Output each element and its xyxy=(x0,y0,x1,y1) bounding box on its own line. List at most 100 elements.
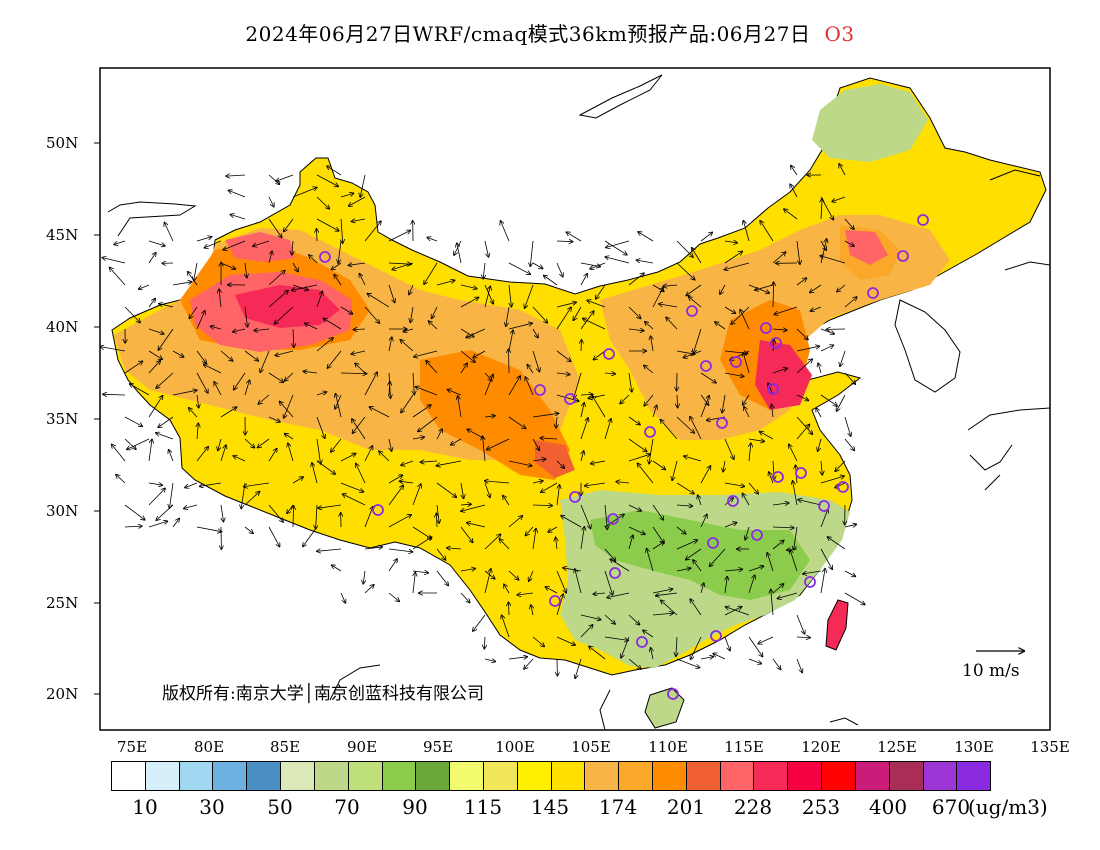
wind-vector xyxy=(644,394,654,406)
wind-vector xyxy=(532,636,544,647)
wind-vector xyxy=(340,306,353,314)
copyright-text: 版权所有:南京大学│南京创蓝科技有限公司 xyxy=(162,684,484,704)
legend-swatch-19 xyxy=(754,762,789,790)
legend-label-50: 50 xyxy=(267,795,293,819)
wind-vector xyxy=(548,526,558,532)
wind-vector xyxy=(484,570,495,579)
wind-vector xyxy=(254,329,270,331)
station-marker xyxy=(564,393,576,405)
wind-vector xyxy=(156,372,174,388)
wind-vector xyxy=(116,475,126,484)
taiwan-island xyxy=(825,599,849,651)
wind-vector xyxy=(509,349,510,374)
wind-vector xyxy=(484,372,492,381)
wind-vector xyxy=(196,237,212,242)
wind-vector xyxy=(367,294,390,308)
wind-vector xyxy=(460,328,474,337)
wind-vector xyxy=(525,377,534,396)
wind-vector xyxy=(501,221,510,242)
lat-label-45n: 45N xyxy=(46,226,79,244)
wind-vector xyxy=(412,571,428,573)
legend-swatch-24 xyxy=(923,762,958,790)
wind-vector xyxy=(803,570,822,574)
wind-vector xyxy=(628,273,644,286)
wind-vector xyxy=(233,456,246,462)
concentration-field xyxy=(107,74,1050,730)
wind-vector xyxy=(748,658,761,664)
wind-vector xyxy=(473,614,486,631)
wind-vector xyxy=(827,537,846,550)
wind-vector xyxy=(676,540,697,550)
wind-vector xyxy=(744,407,750,418)
wind-vector xyxy=(672,460,678,480)
station-marker xyxy=(607,513,619,525)
wind-vector xyxy=(818,438,822,451)
wind-vector xyxy=(100,347,126,352)
wind-vector xyxy=(700,514,707,528)
wind-vector xyxy=(652,405,657,418)
wind-vector xyxy=(359,274,366,286)
wind-vector xyxy=(793,481,798,506)
wind-vector xyxy=(221,504,224,522)
wind-vector xyxy=(676,636,677,656)
wind-vector xyxy=(700,396,709,418)
wind-vector xyxy=(715,322,726,330)
wind-vector xyxy=(508,516,522,528)
wind-vector xyxy=(351,350,366,354)
wind-vector xyxy=(127,438,150,449)
wind-vector xyxy=(340,454,356,462)
wind-vector xyxy=(340,592,345,603)
wind-vector xyxy=(700,232,712,242)
legend-swatch-8 xyxy=(382,762,417,790)
station-marker xyxy=(751,529,763,541)
wind-vector xyxy=(556,350,571,361)
wind-vector xyxy=(403,329,414,332)
wind-vector xyxy=(844,592,865,605)
wind-vector xyxy=(460,592,470,603)
wind-vector xyxy=(844,372,855,384)
legend-swatch-18 xyxy=(720,762,755,790)
wind-vector xyxy=(487,438,510,450)
wind-vector xyxy=(530,240,534,266)
wind-vector xyxy=(596,284,606,299)
wind-vector xyxy=(772,329,787,330)
wind-vector xyxy=(484,534,501,550)
wind-vector xyxy=(580,394,593,395)
wind-vector xyxy=(484,482,490,497)
wind-vector xyxy=(723,460,725,472)
legend-swatch-21 xyxy=(822,762,856,790)
wind-vector xyxy=(844,524,856,527)
wind-vector xyxy=(244,380,250,396)
wind-vector xyxy=(316,291,322,308)
wind-vector xyxy=(532,350,540,372)
wind-vector xyxy=(580,274,587,286)
indochina-outline xyxy=(329,664,859,730)
wind-vector xyxy=(412,537,432,550)
station-marker xyxy=(534,384,546,396)
wind-vector xyxy=(460,297,479,308)
wind-vector xyxy=(796,614,805,634)
wind-vector xyxy=(285,372,294,381)
wind-vector xyxy=(200,482,222,486)
lon-label-100e: 100E xyxy=(495,738,535,756)
wind-vector xyxy=(211,326,222,329)
wind-vector xyxy=(628,535,633,550)
wind-vector xyxy=(585,482,606,486)
wind-vector xyxy=(724,438,734,459)
wind-vector xyxy=(592,396,606,418)
legend-swatch-4 xyxy=(247,762,282,790)
wind-vector xyxy=(327,166,342,176)
wind-vector xyxy=(693,328,702,353)
wind-vector xyxy=(628,372,632,392)
legend-swatch-9 xyxy=(416,762,451,790)
wind-vector xyxy=(458,396,462,418)
wind-vector xyxy=(284,218,294,232)
wind-vector xyxy=(700,394,709,405)
wind-vector xyxy=(274,306,294,324)
wind-vector xyxy=(745,526,750,540)
title-text: 2024年06月27日WRF/cmaq模式36km预报产品:06月27日 xyxy=(245,22,811,46)
wind-vector xyxy=(556,485,560,506)
wind-vector xyxy=(172,282,192,286)
wind-vector xyxy=(331,438,342,452)
wind-vector xyxy=(148,521,167,528)
